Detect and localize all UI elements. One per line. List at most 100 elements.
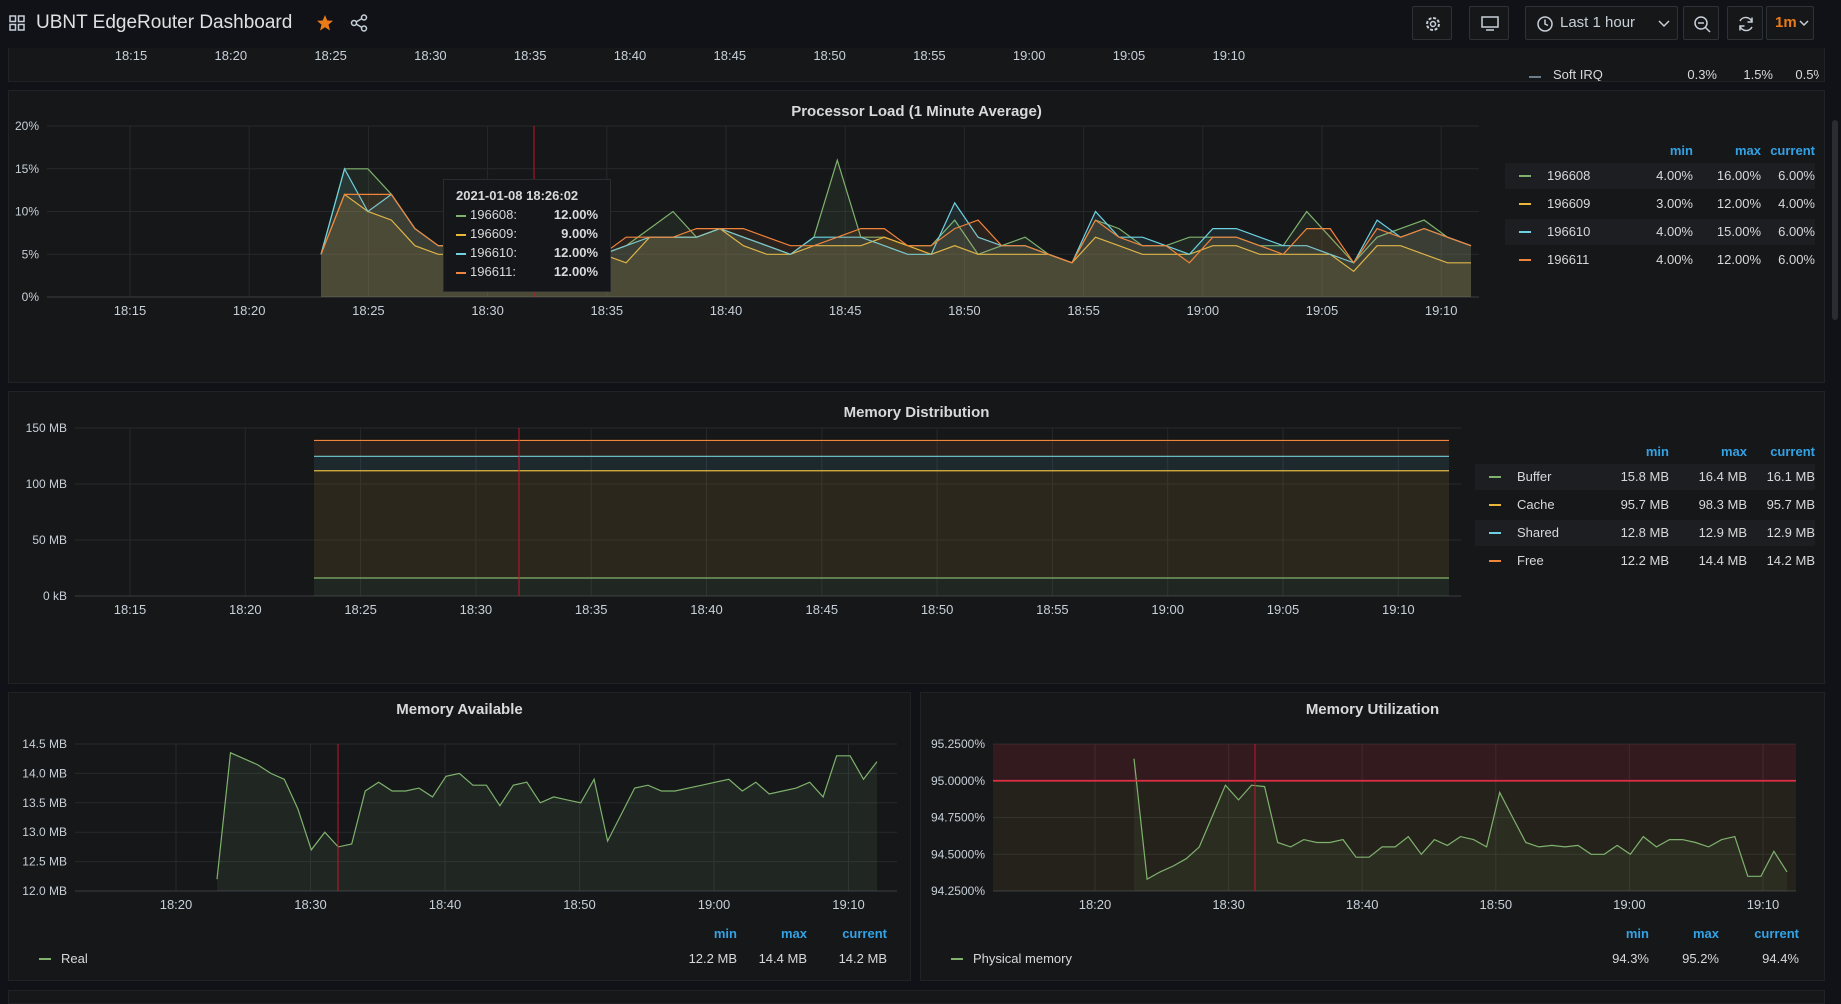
tooltip-row: 196610: 12.00% — [456, 245, 598, 264]
y-tick-label: 94.5000% — [931, 847, 985, 861]
x-tick-label: 18:35 — [514, 48, 547, 63]
x-tick-label: 19:05 — [1113, 48, 1146, 63]
x-tick-label: 18:20 — [1079, 897, 1112, 912]
legend-header-current[interactable]: current — [1754, 926, 1799, 941]
settings-button[interactable] — [1412, 6, 1452, 40]
cut-off-panel: 18:15 18:20 18:25 18:30 18:35 18:40 18:45 18:50… — [8, 48, 1825, 82]
graph-tooltip: 2021-01-08 18:26:02 196608: 12.00% 196609… — [443, 179, 611, 292]
time-range-picker[interactable]: Last 1 hour — [1525, 6, 1678, 40]
legend-row[interactable]: Free 12.2 MB 14.4 MB 14.2 MB — [1475, 548, 1815, 574]
y-tick-label: 20% — [15, 119, 39, 133]
legend-name: Physical memory — [973, 951, 1072, 966]
legend-max: 16.4 MB — [1698, 469, 1747, 484]
star-icon[interactable] — [316, 14, 334, 32]
legend-current: 4.00% — [1778, 196, 1815, 211]
view-mode-button[interactable] — [1469, 6, 1509, 40]
x-tick-label: 18:50 — [813, 48, 846, 63]
legend-max: 12.9 MB — [1698, 525, 1747, 540]
legend-header-min[interactable]: min — [1669, 143, 1693, 158]
tooltip-value: 12.00% — [553, 245, 598, 260]
legend-header-current[interactable]: current — [842, 926, 887, 941]
x-tick-label: 18:50 — [563, 897, 596, 912]
x-tick-label: 19:00 — [1613, 897, 1646, 912]
memory-utilization-graph[interactable]: 94.2500% 94.5000% 94.7500% 95.0000% 95.2500%… — [921, 693, 1826, 918]
legend-current: 14.2 MB — [1766, 553, 1815, 568]
tooltip-value: 12.00% — [553, 207, 598, 222]
page-scrollbar[interactable] — [1832, 120, 1838, 320]
legend-min: 4.00% — [1656, 168, 1693, 183]
legend-row[interactable]: Real 12.2 MB 14.4 MB 14.2 MB — [9, 946, 912, 972]
legend-min: 95.7 MB — [1620, 497, 1669, 512]
cut-legend-row: Soft IRQ 0.3% 1.5% 0.5% — [1519, 67, 1819, 81]
x-tick-label: 18:50 — [1480, 897, 1513, 912]
memory-utilization-legend: min max current Physical memory 94.3% 95… — [921, 926, 1826, 976]
panel-title[interactable]: Processor Load (1 Minute Average) — [791, 103, 1042, 120]
legend-header-min[interactable]: min — [713, 926, 737, 941]
x-tick-label: 19:10 — [1213, 48, 1246, 63]
legend-swatch — [1489, 560, 1501, 562]
legend-max: 1.5% — [1743, 67, 1773, 81]
x-tick-label: 19:00 — [698, 897, 731, 912]
legend-row[interactable]: 196610 4.00% 15.00% 6.00% — [1505, 219, 1815, 245]
gear-icon — [1426, 17, 1440, 31]
memory-distribution-graph[interactable]: 0 kB 50 MB 100 MB 150 MB 18:15 18:20 18:25 18:3… — [9, 392, 1479, 685]
legend-swatch — [1489, 504, 1501, 506]
legend-name: Real — [61, 951, 88, 966]
legend-min: 94.3% — [1612, 951, 1649, 966]
dashboard-title[interactable]: UBNT EdgeRouter Dashboard — [36, 12, 293, 33]
y-tick-label: 94.7500% — [931, 811, 985, 825]
legend-header-min[interactable]: min — [1625, 926, 1649, 941]
share-icon[interactable] — [350, 14, 368, 32]
legend-header-min[interactable]: min — [1645, 444, 1669, 459]
legend-header-max[interactable]: max — [1734, 143, 1761, 158]
x-tick-label: 18:35 — [575, 602, 608, 617]
legend-min: 4.00% — [1656, 252, 1693, 267]
legend-min: 0.3% — [1687, 67, 1717, 81]
clock-icon — [1537, 16, 1553, 32]
x-tick-label: 18:30 — [471, 303, 504, 318]
legend-row[interactable]: Shared 12.8 MB 12.9 MB 12.9 MB — [1475, 520, 1815, 546]
legend-name: Buffer — [1517, 469, 1552, 484]
processor-load-graph[interactable]: 0% 5% 10% 15% 20% 18:15 18:20 18:25 18:30 18:35 18… — [9, 91, 1489, 384]
x-tick-label: 18:15 — [114, 602, 147, 617]
legend-row[interactable]: 196608 4.00% 16.00% 6.00% — [1505, 163, 1815, 189]
legend-current: 6.00% — [1778, 224, 1815, 239]
legend-header-max[interactable]: max — [1720, 444, 1747, 459]
legend-swatch — [1529, 76, 1541, 78]
panel-title[interactable]: Memory Available — [396, 701, 523, 718]
refresh-button[interactable] — [1727, 6, 1763, 40]
panel-title[interactable]: Memory Distribution — [843, 404, 990, 421]
legend-row[interactable]: 196611 4.00% 12.00% 6.00% — [1505, 247, 1815, 273]
legend-swatch — [1489, 476, 1501, 478]
legend-header-max[interactable]: max — [780, 926, 807, 941]
x-tick-label: 19:05 — [1306, 303, 1339, 318]
chevron-down-icon — [1799, 20, 1809, 27]
legend-current: 16.1 MB — [1766, 469, 1815, 484]
legend-name: 196610 — [1547, 224, 1591, 239]
x-tick-label: 18:50 — [948, 303, 981, 318]
refresh-interval-picker[interactable]: 1m — [1766, 6, 1814, 40]
legend-row[interactable]: Buffer 15.8 MB 16.4 MB 16.1 MB — [1475, 464, 1815, 490]
tooltip-row: 196608: 12.00% — [456, 207, 598, 226]
x-tick-label: 18:30 — [294, 897, 327, 912]
legend-row[interactable]: Cache 95.7 MB 98.3 MB 95.7 MB — [1475, 492, 1815, 518]
zoom-out-button[interactable] — [1683, 6, 1719, 40]
x-tick-label: 19:00 — [1013, 48, 1046, 63]
monitor-icon — [1481, 16, 1499, 31]
legend-name: Free — [1517, 553, 1544, 568]
legend-header-current[interactable]: current — [1770, 143, 1815, 158]
legend-row[interactable]: 196609 3.00% 12.00% 4.00% — [1505, 191, 1815, 217]
y-tick-label: 0 kB — [43, 589, 67, 603]
y-tick-label: 10% — [15, 205, 39, 219]
panel-title[interactable]: Memory Utilization — [1305, 701, 1440, 718]
legend-row[interactable]: Physical memory 94.3% 95.2% 94.4% — [921, 946, 1826, 972]
y-tick-label: 14.5 MB — [22, 737, 67, 751]
legend-header-max[interactable]: max — [1692, 926, 1719, 941]
x-tick-label: 18:40 — [614, 48, 647, 63]
x-tick-label: 19:00 — [1151, 602, 1184, 617]
x-tick-label: 19:10 — [1425, 303, 1458, 318]
memory-distribution-panel: Memory Distribution 0 kB 50 MB 100 MB 150 M… — [8, 391, 1825, 684]
memory-available-graph[interactable]: 12.0 MB 12.5 MB 13.0 MB 13.5 MB 14.0 MB 14.5 … — [9, 693, 912, 918]
legend-header-current[interactable]: current — [1770, 444, 1815, 459]
dashboards-grid-icon[interactable] — [9, 15, 25, 31]
